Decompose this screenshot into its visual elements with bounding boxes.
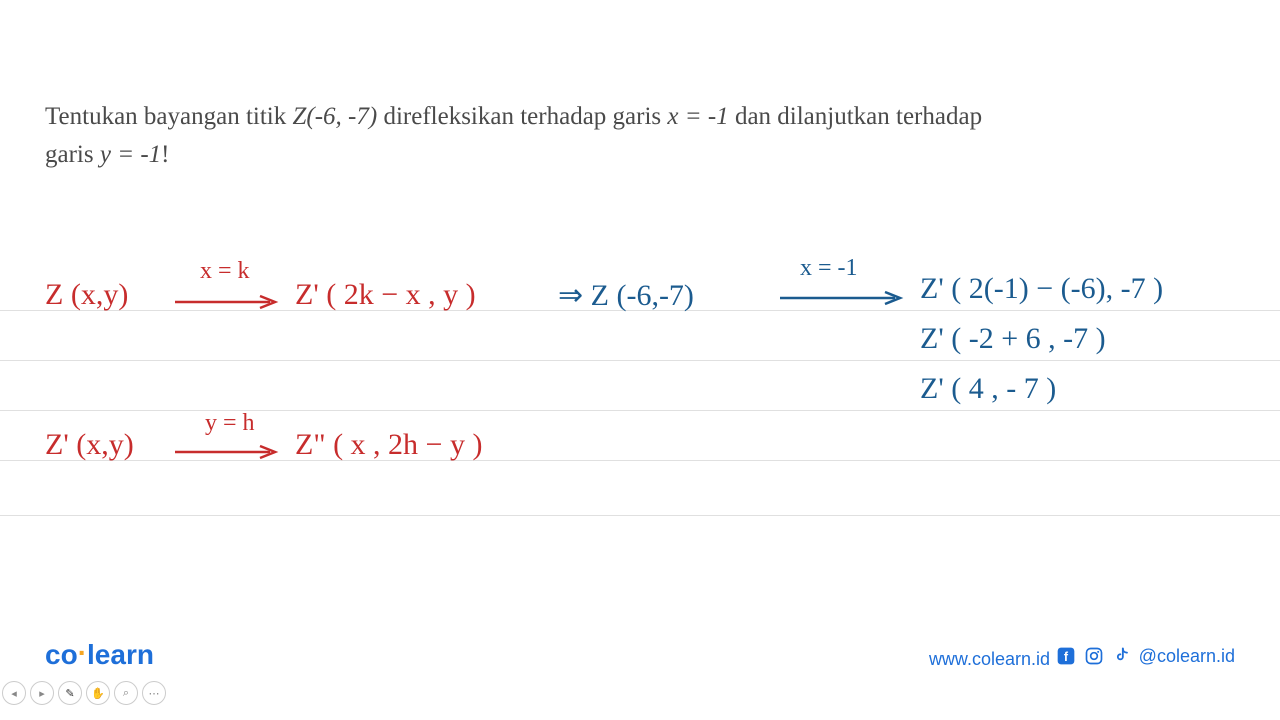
logo-dot: ·	[78, 637, 87, 668]
blue-result-3: Z' ( 4 , - 7 )	[920, 372, 1056, 406]
q-text-2: direfleksikan terhadap garis	[377, 103, 667, 130]
q-text-5: !	[161, 141, 169, 168]
q-text-4: garis	[45, 141, 100, 168]
blue-result-1: Z' ( 2(-1) − (-6), -7 )	[920, 272, 1163, 306]
q-text-1: Tentukan bayangan titik	[45, 103, 293, 130]
blue-arrow	[780, 288, 910, 308]
blue-arrow-label: x = -1	[800, 255, 858, 282]
red-arrow-1	[175, 292, 285, 312]
q-eq1: x = -1	[667, 103, 728, 130]
prev-icon[interactable]: ◂	[2, 681, 26, 705]
pen-icon[interactable]: ✎	[58, 681, 82, 705]
tiktok-icon[interactable]	[1111, 645, 1133, 667]
red-formula-1-left: Z (x,y)	[45, 278, 128, 312]
red-arrow-2-label: y = h	[205, 410, 255, 437]
brand-logo: co·learn	[45, 639, 154, 671]
logo-co: co	[45, 639, 78, 670]
red-formula-2-right: Z" ( x , 2h − y )	[295, 428, 482, 462]
q-text-3: dan dilanjutkan terhadap	[729, 103, 982, 130]
social-section: f @colearn.id	[1055, 645, 1235, 667]
control-icons: ◂ ▸ ✎ ✋ ⌕ ⋯	[2, 681, 166, 705]
q-eq2: y = -1	[100, 141, 161, 168]
social-handle: @colearn.id	[1139, 646, 1235, 667]
red-arrow-2	[175, 442, 285, 462]
blue-implies: ⇒ Z (-6,-7)	[558, 278, 694, 313]
play-icon[interactable]: ▸	[30, 681, 54, 705]
red-formula-2-left: Z' (x,y)	[45, 428, 134, 462]
red-arrow-1-label: x = k	[200, 258, 250, 285]
red-formula-1-right: Z' ( 2k − x , y )	[295, 278, 476, 312]
more-icon[interactable]: ⋯	[142, 681, 166, 705]
rule-line	[0, 410, 1280, 411]
blue-result-2: Z' ( -2 + 6 , -7 )	[920, 322, 1106, 356]
question-text: Tentukan bayangan titik Z(-6, -7) direfl…	[45, 98, 1235, 173]
rule-line	[0, 360, 1280, 361]
footer: co·learn ◂ ▸ ✎ ✋ ⌕ ⋯ www.colearn.id f @c…	[0, 635, 1280, 695]
hand-icon[interactable]: ✋	[86, 681, 110, 705]
search-icon[interactable]: ⌕	[114, 681, 138, 705]
website-url[interactable]: www.colearn.id	[929, 649, 1050, 670]
rule-line	[0, 515, 1280, 516]
facebook-icon[interactable]: f	[1055, 645, 1077, 667]
q-point: Z(-6, -7)	[293, 103, 378, 130]
instagram-icon[interactable]	[1083, 645, 1105, 667]
logo-learn: learn	[87, 639, 154, 670]
